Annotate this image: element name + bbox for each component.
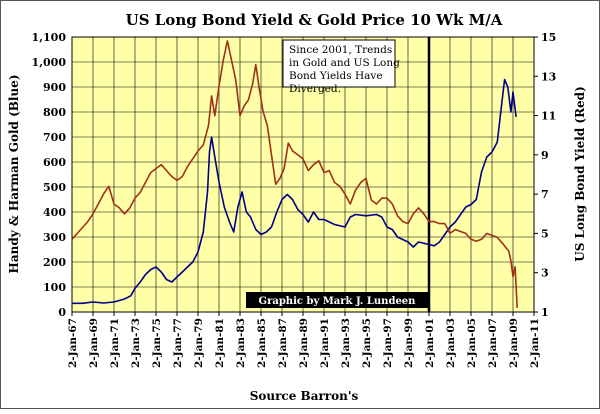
credit-text: Graphic by Mark J. Lundeen xyxy=(259,296,417,307)
x-tick-label: 2-Jan-69 xyxy=(88,318,100,368)
x-tick-label: 2-Jan-73 xyxy=(130,318,142,368)
annotation-line: Since 2001, Trends xyxy=(289,44,392,56)
x-tick-label: 2-Jan-01 xyxy=(424,318,436,368)
x-tick-label: 2-Jan-03 xyxy=(445,318,457,368)
x-tick-label: 2-Jan-97 xyxy=(382,318,394,368)
bond-yield-line xyxy=(71,40,518,309)
left-tick-label: 700 xyxy=(43,131,66,144)
x-tick-label: 2-Jan-75 xyxy=(151,318,163,368)
annotation-line: Diverged. xyxy=(289,83,341,95)
x-tick-label: 2-Jan-99 xyxy=(403,318,415,368)
left-axis-label: Handy & Harman Gold (Blue) xyxy=(7,75,21,274)
right-tick-label: 15 xyxy=(541,31,556,44)
annotation-box: Since 2001, Trends in Gold and US Long Bon… xyxy=(282,39,400,95)
left-tick-label: 0 xyxy=(58,306,66,319)
right-tick-label: 13 xyxy=(541,70,556,83)
left-tick-label: 300 xyxy=(43,231,66,244)
series-lines xyxy=(71,40,518,309)
x-tick-label: 2-Jan-93 xyxy=(340,318,352,368)
right-tick-label: 11 xyxy=(541,110,556,123)
right-tick-label: 3 xyxy=(541,267,549,280)
right-tick-label: 1 xyxy=(541,306,549,319)
x-tick-label: 2-Jan-79 xyxy=(193,318,205,368)
x-tick-label: 2-Jan-85 xyxy=(256,318,268,368)
left-tick-label: 900 xyxy=(43,81,66,94)
right-tick-label: 5 xyxy=(541,227,549,240)
left-tick-label: 500 xyxy=(43,181,66,194)
x-tick-label: 2-Jan-77 xyxy=(172,318,184,368)
left-tick-label: 100 xyxy=(43,281,66,294)
left-axis-ticks: 0 100 200 300 400 500 600 700 800 900 1,000 1,100 xyxy=(32,31,67,319)
right-axis-label: US Long Bond Yield (Red) xyxy=(573,86,587,262)
x-axis-ticks: 2-Jan-67 2-Jan-69 2-Jan-71 2-Jan-73 2-Jan-75… xyxy=(67,312,541,368)
gold-price-line xyxy=(72,78,517,305)
credit-background xyxy=(246,292,428,308)
x-tick-label: 2-Jan-81 xyxy=(214,318,226,368)
annotation-line: Bond Yields Have xyxy=(289,70,383,82)
x-tick-label: 2-Jan-11 xyxy=(529,318,541,368)
left-tick-label: 800 xyxy=(43,106,66,119)
annotation-background xyxy=(282,39,396,88)
x-tick-label: 2-Jan-09 xyxy=(508,318,520,368)
x-tick-label: 2-Jan-07 xyxy=(487,318,499,368)
right-tick-label: 9 xyxy=(541,149,549,162)
x-tick-label: 2-Jan-67 xyxy=(67,318,79,368)
left-tick-label: 1,100 xyxy=(32,31,67,44)
left-tick-label: 400 xyxy=(43,206,66,219)
x-tick-label: 2-Jan-91 xyxy=(319,318,331,368)
left-tick-label: 200 xyxy=(43,256,66,269)
left-tick-label: 1,000 xyxy=(32,56,67,69)
x-tick-label: 2-Jan-87 xyxy=(277,318,289,368)
annotation-line: in Gold and US Long xyxy=(289,57,400,69)
x-tick-label: 2-Jan-71 xyxy=(109,318,121,368)
x-tick-label: 2-Jan-83 xyxy=(235,318,247,368)
right-tick-label: 7 xyxy=(541,188,549,201)
chart-title: US Long Bond Yield & Gold Price 10 Wk M/… xyxy=(126,11,503,29)
x-tick-label: 2-Jan-89 xyxy=(298,318,310,368)
x-axis-label: Source Barron's xyxy=(250,389,359,403)
annotation-text: Since 2001, Trends in Gold and US Long Bon… xyxy=(289,44,400,95)
x-tick-label: 2-Jan-95 xyxy=(361,318,373,368)
x-tick-label: 2-Jan-05 xyxy=(466,318,478,368)
left-tick-label: 600 xyxy=(43,156,66,169)
credit-box: Graphic by Mark J. Lundeen xyxy=(246,292,428,308)
